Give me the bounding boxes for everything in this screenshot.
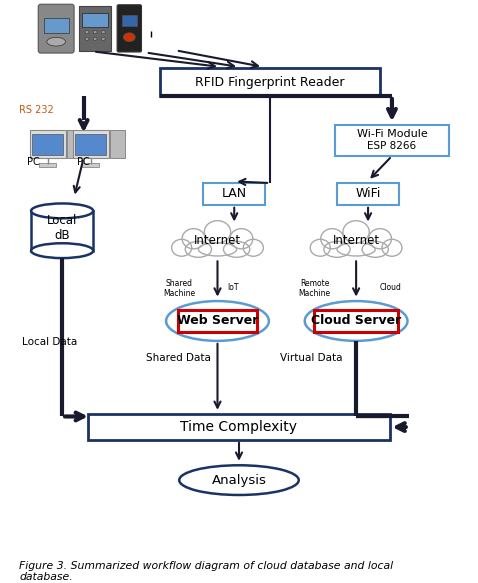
Text: Shared Data: Shared Data: [146, 353, 211, 363]
Ellipse shape: [324, 241, 350, 257]
Text: Analysis: Analysis: [212, 473, 266, 487]
FancyBboxPatch shape: [160, 68, 380, 96]
Text: Remote
Machine: Remote Machine: [298, 279, 331, 298]
Ellipse shape: [172, 239, 192, 257]
Ellipse shape: [179, 465, 299, 495]
Text: Internet: Internet: [194, 234, 241, 247]
FancyBboxPatch shape: [337, 182, 399, 205]
Ellipse shape: [382, 239, 402, 257]
FancyBboxPatch shape: [122, 15, 137, 26]
FancyBboxPatch shape: [82, 163, 99, 167]
FancyBboxPatch shape: [314, 310, 398, 332]
Ellipse shape: [166, 301, 269, 341]
Ellipse shape: [101, 30, 105, 34]
Text: Figure 3. Summarized workflow diagram of cloud database and local
database.: Figure 3. Summarized workflow diagram of…: [19, 561, 393, 582]
Text: Virtual Data: Virtual Data: [280, 353, 342, 363]
Ellipse shape: [31, 243, 93, 258]
FancyBboxPatch shape: [39, 163, 56, 167]
Text: PC: PC: [77, 157, 90, 167]
Ellipse shape: [182, 229, 205, 249]
FancyBboxPatch shape: [75, 134, 106, 155]
Ellipse shape: [230, 229, 253, 249]
Text: Wi-Fi Module: Wi-Fi Module: [357, 129, 427, 139]
Text: Cloud Server: Cloud Server: [311, 314, 401, 328]
FancyBboxPatch shape: [31, 211, 93, 251]
FancyBboxPatch shape: [30, 130, 66, 157]
FancyBboxPatch shape: [79, 6, 111, 51]
Ellipse shape: [47, 37, 65, 46]
Text: WiFi: WiFi: [355, 187, 381, 200]
FancyBboxPatch shape: [178, 310, 257, 332]
FancyBboxPatch shape: [110, 130, 124, 157]
Text: Cloud: Cloud: [380, 283, 402, 292]
Ellipse shape: [204, 221, 230, 243]
Text: ESP 8266: ESP 8266: [368, 141, 416, 151]
Text: Internet: Internet: [333, 234, 380, 247]
Ellipse shape: [185, 241, 211, 257]
Text: Local
dB: Local dB: [47, 214, 77, 242]
Text: Time Complexity: Time Complexity: [181, 420, 297, 434]
Text: Local Data: Local Data: [22, 337, 77, 347]
Ellipse shape: [310, 239, 330, 257]
Ellipse shape: [85, 30, 89, 34]
FancyBboxPatch shape: [73, 130, 109, 157]
Ellipse shape: [337, 243, 375, 256]
FancyBboxPatch shape: [335, 125, 449, 156]
Ellipse shape: [305, 301, 407, 341]
Ellipse shape: [223, 241, 250, 257]
FancyBboxPatch shape: [44, 17, 69, 33]
FancyBboxPatch shape: [67, 130, 81, 157]
Text: Shared
Machine: Shared Machine: [163, 279, 196, 298]
Ellipse shape: [198, 243, 237, 256]
Ellipse shape: [85, 37, 89, 40]
Text: PC: PC: [27, 157, 40, 167]
Ellipse shape: [243, 239, 263, 257]
FancyBboxPatch shape: [82, 13, 108, 27]
FancyBboxPatch shape: [88, 415, 390, 440]
Text: Web Server: Web Server: [177, 314, 258, 328]
Ellipse shape: [123, 33, 135, 41]
Ellipse shape: [93, 30, 97, 34]
Ellipse shape: [343, 221, 369, 243]
Ellipse shape: [362, 241, 388, 257]
Text: IoT: IoT: [227, 283, 239, 292]
Text: LAN: LAN: [222, 187, 247, 200]
Text: RS 232: RS 232: [19, 105, 54, 115]
FancyBboxPatch shape: [38, 4, 74, 53]
Text: RFID Fingerprint Reader: RFID Fingerprint Reader: [196, 76, 345, 89]
FancyBboxPatch shape: [203, 182, 265, 205]
FancyBboxPatch shape: [32, 134, 63, 155]
Ellipse shape: [93, 37, 97, 40]
Ellipse shape: [321, 229, 344, 249]
Ellipse shape: [101, 37, 105, 40]
Ellipse shape: [369, 229, 391, 249]
Ellipse shape: [31, 203, 93, 218]
FancyBboxPatch shape: [117, 5, 141, 52]
